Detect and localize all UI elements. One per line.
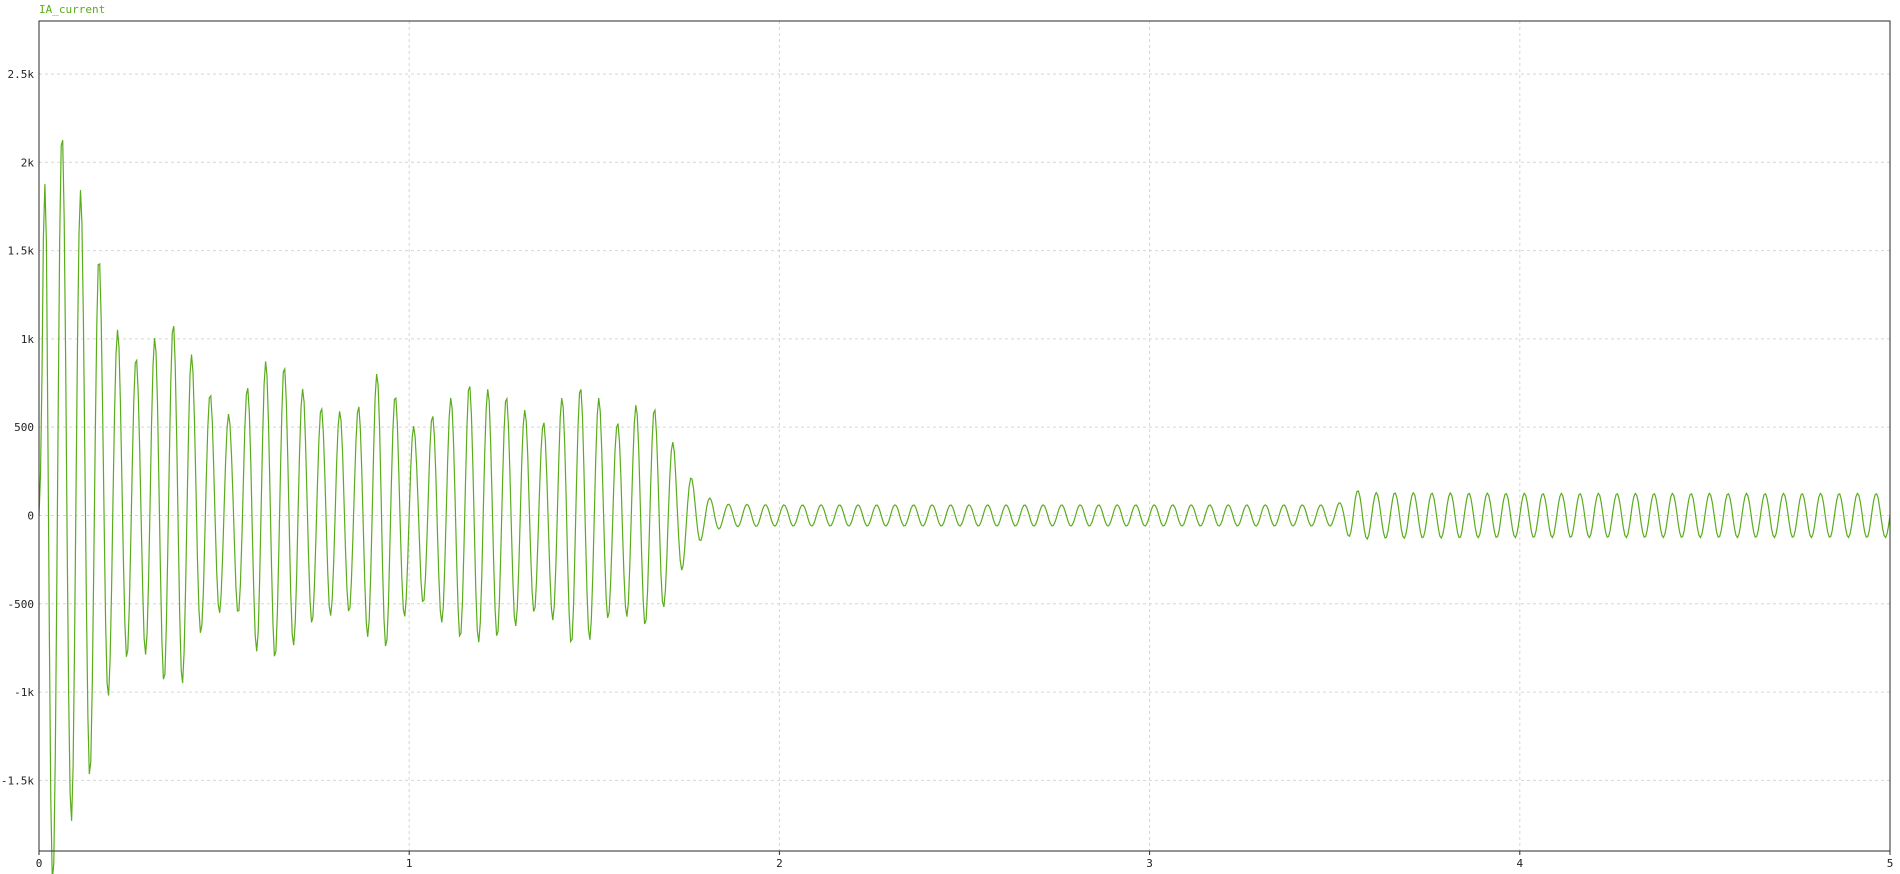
y-tick-label: -1.5k: [1, 774, 34, 787]
y-tick-label: -500: [8, 598, 35, 611]
legend-series-label: IA_current: [39, 3, 105, 16]
y-tick-label: 1.5k: [8, 245, 35, 258]
y-tick-label: 2.5k: [8, 68, 35, 81]
x-tick-label: 5: [1887, 857, 1894, 870]
x-tick-label: 3: [1146, 857, 1153, 870]
tick-layer: 0 1 2 3 4 5 2.5k 2k 1.5k 1k 500 0 -500 -1k -1.5k: [1, 68, 1893, 870]
y-tick-label: -1k: [14, 686, 34, 699]
y-tick-label: 0: [27, 509, 34, 522]
series-layer: [38, 139, 1891, 874]
y-tick-label: 1k: [21, 333, 35, 346]
y-tick-label: 500: [14, 421, 34, 434]
y-tick-label: 2k: [21, 156, 35, 169]
x-tick-label: 0: [36, 857, 43, 870]
x-tick-label: 2: [776, 857, 783, 870]
series-line-IA_current: [38, 139, 1891, 874]
x-tick-label: 1: [406, 857, 413, 870]
x-tick-label: 4: [1516, 857, 1523, 870]
plot-frame: [38, 20, 1891, 852]
